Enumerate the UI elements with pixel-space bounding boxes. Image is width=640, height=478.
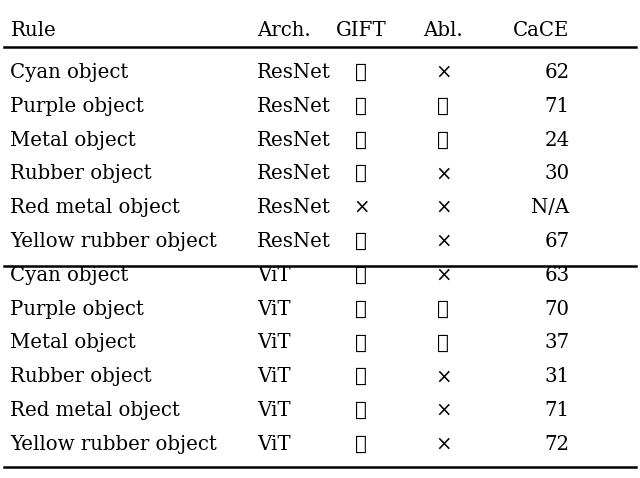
Text: ×: × [353, 198, 369, 217]
Text: Rule: Rule [10, 21, 56, 40]
Text: ✓: ✓ [355, 63, 367, 82]
Text: Metal object: Metal object [10, 130, 136, 150]
Text: 24: 24 [544, 130, 570, 150]
Text: ResNet: ResNet [257, 130, 331, 150]
Text: ✓: ✓ [355, 435, 367, 454]
Text: CaCE: CaCE [513, 21, 570, 40]
Text: ViT: ViT [257, 435, 291, 454]
Text: 37: 37 [545, 333, 570, 352]
Text: ×: × [435, 164, 451, 184]
Text: ×: × [435, 232, 451, 251]
Text: ×: × [435, 63, 451, 82]
Text: 67: 67 [545, 232, 570, 251]
Text: ✓: ✓ [355, 401, 367, 420]
Text: ✓: ✓ [355, 97, 367, 116]
Text: 31: 31 [545, 367, 570, 386]
Text: ×: × [435, 401, 451, 420]
Text: ✓: ✓ [355, 232, 367, 251]
Text: 30: 30 [545, 164, 570, 184]
Text: 63: 63 [544, 266, 570, 285]
Text: 71: 71 [545, 97, 570, 116]
Text: Yellow rubber object: Yellow rubber object [10, 435, 218, 454]
Text: Rubber object: Rubber object [10, 164, 152, 184]
Text: 71: 71 [545, 401, 570, 420]
Text: Metal object: Metal object [10, 333, 136, 352]
Text: Purple object: Purple object [10, 300, 145, 319]
Text: ✓: ✓ [355, 333, 367, 352]
Text: ✓: ✓ [437, 333, 449, 352]
Text: ResNet: ResNet [257, 97, 331, 116]
Text: N/A: N/A [531, 198, 570, 217]
Text: Abl.: Abl. [423, 21, 463, 40]
Text: ViT: ViT [257, 266, 291, 285]
Text: ViT: ViT [257, 300, 291, 319]
Text: GIFT: GIFT [336, 21, 387, 40]
Text: Arch.: Arch. [257, 21, 310, 40]
Text: ✓: ✓ [437, 130, 449, 150]
Text: ×: × [435, 198, 451, 217]
Text: ResNet: ResNet [257, 63, 331, 82]
Text: ViT: ViT [257, 367, 291, 386]
Text: Cyan object: Cyan object [10, 63, 129, 82]
Text: ×: × [435, 266, 451, 285]
Text: ✓: ✓ [355, 367, 367, 386]
Text: Cyan object: Cyan object [10, 266, 129, 285]
Text: ViT: ViT [257, 401, 291, 420]
Text: ResNet: ResNet [257, 198, 331, 217]
Text: ViT: ViT [257, 333, 291, 352]
Text: ✓: ✓ [437, 97, 449, 116]
Text: ✓: ✓ [437, 300, 449, 319]
Text: 62: 62 [544, 63, 570, 82]
Text: Red metal object: Red metal object [10, 401, 180, 420]
Text: ×: × [435, 435, 451, 454]
Text: 70: 70 [545, 300, 570, 319]
Text: ✓: ✓ [355, 266, 367, 285]
Text: ✓: ✓ [355, 130, 367, 150]
Text: ResNet: ResNet [257, 232, 331, 251]
Text: ×: × [435, 367, 451, 386]
Text: Red metal object: Red metal object [10, 198, 180, 217]
Text: ResNet: ResNet [257, 164, 331, 184]
Text: 72: 72 [545, 435, 570, 454]
Text: ✓: ✓ [355, 164, 367, 184]
Text: ✓: ✓ [355, 300, 367, 319]
Text: Rubber object: Rubber object [10, 367, 152, 386]
Text: Purple object: Purple object [10, 97, 145, 116]
Text: Yellow rubber object: Yellow rubber object [10, 232, 218, 251]
